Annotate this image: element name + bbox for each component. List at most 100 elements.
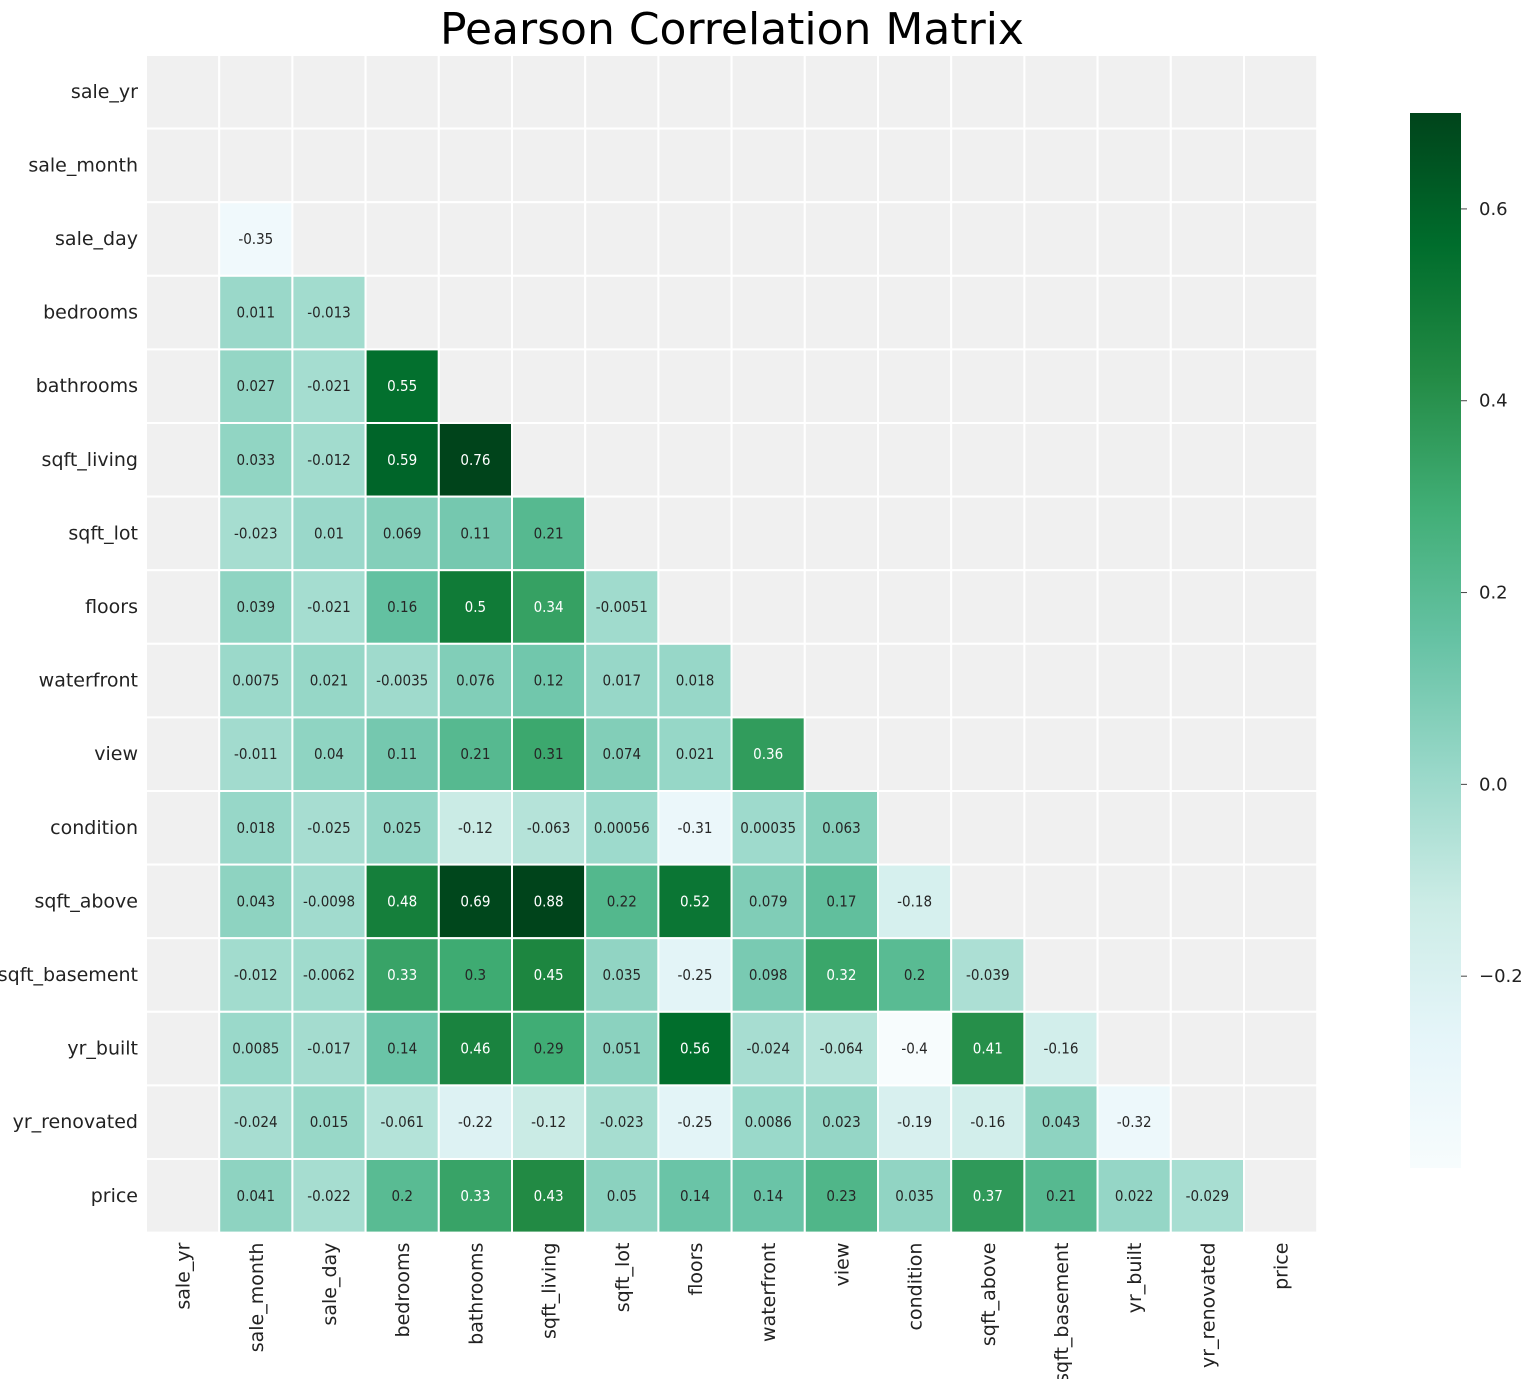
x-tick-label-floors: floors [685,1243,707,1296]
cell-condition-sqft-lot [584,790,660,866]
masked-cell-price-price [1243,1158,1319,1234]
cell-value-label: 0.32 [826,966,856,984]
cell-yr-built-bedrooms [364,1010,440,1087]
masked-cell-bedrooms-sqft-above [950,274,1026,351]
cell-floors-sale-day [291,569,367,645]
cell-value-label: 0.5 [465,598,486,616]
cell-value-label: 0.035 [895,1187,934,1205]
x-tick-label-view: view [831,1243,853,1287]
cell-sqft-basement-sqft-lot [584,937,660,1013]
colorbar-tick-label: 0.0 [1479,774,1508,795]
heatmap-cells: -0.35 0.011 -0.013 0.027 -0.021 0.55 0.033 -0.0… [145,54,1319,1234]
x-tick-label-sqft-lot: sqft_lot [612,1243,634,1313]
cell-yr-renovated-condition [877,1084,953,1161]
cell-sqft-above-view [803,863,879,940]
y-tick-label-sqft-living: sqft_living [42,449,138,471]
cell-price-sale-day [291,1158,367,1234]
y-tick-label-sale-day: sale_day [55,228,138,250]
masked-cell-waterfront-sale-yr [145,642,221,719]
masked-cell-waterfront-condition [877,642,953,719]
masked-cell-sale-month-sqft-living [511,127,587,204]
cell-value-label: 0.55 [387,377,417,395]
masked-cell-bathrooms-bathrooms [437,348,513,424]
masked-cell-condition-condition [877,790,953,866]
masked-cell-sqft-above-yr-renovated [1169,863,1246,940]
masked-cell-bedrooms-sqft-basement [1023,274,1099,351]
masked-cell-sale-month-sqft-basement [1023,127,1099,204]
cell-value-label: 0.33 [387,966,417,984]
colorbar-tick-label: 0.6 [1479,199,1508,220]
colorbar-tick-label: 0.4 [1479,391,1508,412]
masked-cell-sale-day-floors [657,201,733,277]
cell-value-label: 0.021 [310,672,349,690]
chart-title: Pearson Correlation Matrix [440,4,1024,55]
cell-value-label: -0.011 [234,745,278,763]
cell-value-label: -0.16 [1044,1040,1079,1058]
y-tick-label-yr-built: yr_built [67,1038,138,1060]
x-tick-label-sqft-living: sqft_living [539,1243,561,1339]
masked-cell-waterfront-waterfront [730,642,806,719]
masked-cell-sale-yr-floors [657,54,733,130]
masked-cell-sqft-living-sqft-above [950,422,1026,498]
cell-value-label: -0.35 [238,230,273,248]
masked-cell-sqft-living-floors [657,422,733,498]
cell-value-label: 0.022 [1115,1187,1154,1205]
masked-cell-sale-month-sale-day [291,127,367,204]
x-tick-label-price: price [1271,1243,1293,1290]
masked-cell-condition-price [1243,790,1319,866]
cell-yr-renovated-view [803,1084,879,1161]
masked-cell-floors-condition [877,569,953,645]
masked-cell-sale-day-yr-built [1096,201,1172,277]
cell-view-waterfront [730,716,806,793]
cell-value-label: 0.14 [680,1187,710,1205]
cell-floors-sale-month [218,569,294,645]
y-tick-label-price: price [91,1185,138,1207]
cell-sqft-basement-sqft-above [950,937,1026,1013]
cell-value-label: -0.021 [307,598,351,616]
masked-cell-sqft-above-sale-yr [145,863,221,940]
masked-cell-bedrooms-sqft-lot [584,274,660,351]
cell-value-label: -0.18 [897,892,932,910]
masked-cell-floors-yr-built [1096,569,1172,645]
cell-condition-sale-month [218,790,294,866]
cell-value-label: -0.025 [307,819,351,837]
cell-value-label: 0.36 [753,745,783,763]
cell-yr-built-floors [657,1010,733,1087]
masked-cell-sale-day-sale-day [291,201,367,277]
cell-yr-built-bathrooms [437,1010,513,1087]
masked-cell-floors-sale-yr [145,569,221,645]
masked-cell-sale-day-view [803,201,879,277]
cell-value-label: 0.76 [460,451,490,469]
cell-value-label: 0.0075 [232,672,279,690]
masked-cell-sqft-living-waterfront [730,422,806,498]
masked-cell-sale-yr-sale-month [218,54,294,130]
cell-value-label: -0.0035 [376,672,428,690]
masked-cell-bathrooms-condition [877,348,953,424]
masked-cell-sqft-basement-yr-renovated [1169,937,1246,1013]
y-tick-label-sale-yr: sale_yr [71,81,138,103]
cell-value-label: -0.12 [531,1113,566,1131]
masked-cell-sale-day-sqft-basement [1023,201,1099,277]
masked-cell-sqft-lot-price [1243,495,1319,572]
cell-value-label: 0.063 [822,819,861,837]
cell-value-label: 0.043 [1042,1113,1081,1131]
colorbar: 0.6 0.4 0.2 0.0 −0.2 [1410,113,1523,1168]
masked-cell-sqft-living-sqft-lot [584,422,660,498]
cell-value-label: -0.31 [678,819,713,837]
cell-value-label: 0.29 [534,1040,564,1058]
masked-cell-sale-month-sqft-lot [584,127,660,204]
masked-cell-bathrooms-yr-renovated [1169,348,1246,424]
masked-cell-sale-day-price [1243,201,1319,277]
masked-cell-sale-month-yr-renovated [1169,127,1246,204]
y-tick-label-waterfront: waterfront [39,670,138,692]
masked-cell-sale-yr-sale-day [291,54,367,130]
cell-price-bedrooms [364,1158,440,1234]
cell-floors-sqft-living [511,569,587,645]
masked-cell-condition-yr-built [1096,790,1172,866]
x-axis-labels: sale_yr sale_month sale_day bedrooms bathroo… [173,1242,1293,1379]
cell-yr-renovated-yr-built [1096,1084,1172,1161]
masked-cell-sqft-lot-view [803,495,879,572]
masked-cell-sqft-above-yr-built [1096,863,1172,940]
y-tick-label-condition: condition [50,817,138,839]
cell-value-label: -0.012 [234,966,278,984]
